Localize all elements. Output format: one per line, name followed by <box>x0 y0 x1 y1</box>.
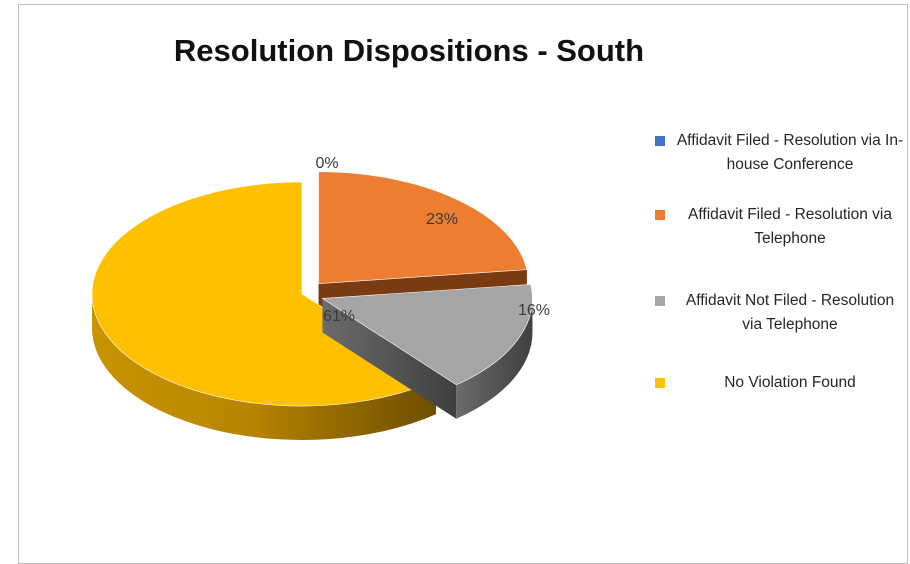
legend-swatch <box>655 296 665 306</box>
slice-data-label: 16% <box>518 302 550 319</box>
chart-frame: Resolution Dispositions - South 0% 23% 16%… <box>18 4 908 564</box>
legend-item: Affidavit Not Filed - Resolution via Tel… <box>655 289 910 337</box>
pie-slice-rim <box>91 294 436 441</box>
legend-swatch <box>655 378 665 388</box>
pie-slice <box>321 284 533 419</box>
chart-title: Resolution Dispositions - South <box>173 33 645 68</box>
legend: Affidavit Filed - Resolution via In-hous… <box>655 129 910 421</box>
legend-label: Affidavit Not Filed - Resolution via Tel… <box>685 292 895 333</box>
pie-plot: 0% 23% 16% 61% <box>91 155 550 441</box>
legend-label: Affidavit Filed - Resolution via In-hous… <box>676 132 904 173</box>
pie-slice-rim <box>456 298 533 419</box>
legend-swatch <box>655 210 665 220</box>
legend-item: Affidavit Filed - Resolution via In-hous… <box>655 129 910 177</box>
legend-item: No Violation Found <box>655 371 910 395</box>
pie-slice-top <box>321 284 533 386</box>
slice-data-label: 23% <box>426 211 458 228</box>
legend-item: Affidavit Filed - Resolution via Telepho… <box>655 203 910 251</box>
pie-slice-wall <box>322 298 457 419</box>
slice-data-label: 61% <box>323 308 355 325</box>
legend-label: No Violation Found <box>724 374 856 391</box>
legend-swatch <box>655 136 665 146</box>
pie-slice-top <box>318 171 528 285</box>
slice-data-label: 0% <box>315 155 338 172</box>
legend-label: Affidavit Filed - Resolution via Telepho… <box>688 206 892 247</box>
